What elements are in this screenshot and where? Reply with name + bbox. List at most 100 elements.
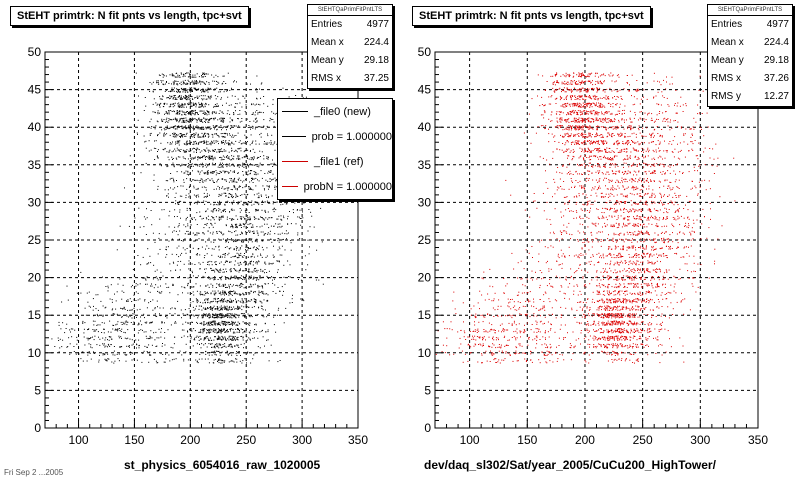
- scatter-point: [175, 192, 177, 194]
- scatter-point: [233, 200, 235, 202]
- scatter-point: [177, 300, 179, 302]
- scatter-point: [207, 149, 209, 151]
- scatter-point: [90, 306, 91, 308]
- scatter-point: [229, 231, 231, 233]
- scatter-point: [157, 279, 159, 281]
- scatter-point: [209, 322, 211, 324]
- scatter-point: [203, 257, 205, 259]
- scatter-point: [237, 257, 239, 259]
- scatter-point: [232, 321, 234, 323]
- scatter-point: [180, 309, 182, 311]
- scatter-point: [264, 173, 266, 174]
- scatter-point: [240, 164, 242, 166]
- scatter-point: [207, 141, 209, 143]
- scatter-point: [274, 278, 275, 280]
- scatter-point: [120, 307, 122, 309]
- scatter-point: [602, 142, 604, 144]
- scatter-point: [168, 106, 170, 108]
- scatter-point: [114, 354, 116, 356]
- scatter-point: [241, 120, 243, 122]
- scatter-point: [179, 119, 181, 121]
- scatter-point: [221, 335, 223, 337]
- scatter-point: [297, 200, 298, 202]
- scatter-point: [284, 283, 286, 285]
- scatter-point: [277, 249, 279, 251]
- scatter-point: [185, 117, 187, 119]
- scatter-point: [222, 324, 224, 326]
- scatter-point: [155, 125, 157, 127]
- scatter-point: [139, 298, 141, 300]
- scatter-point: [229, 313, 231, 315]
- scatter-point: [181, 354, 183, 356]
- scatter-point: [589, 74, 591, 76]
- scatter-point: [194, 337, 195, 339]
- scatter-point: [181, 195, 183, 197]
- scatter-point: [204, 132, 205, 134]
- scatter-point: [558, 125, 560, 127]
- scatter-point: [193, 133, 195, 135]
- scatter-point: [220, 362, 222, 364]
- scatter-point: [168, 120, 170, 122]
- scatter-point: [196, 147, 198, 149]
- scatter-point: [176, 164, 178, 166]
- scatter-point: [214, 324, 216, 325]
- scatter-point: [212, 300, 214, 302]
- scatter-point: [248, 241, 249, 243]
- scatter-point: [160, 353, 162, 355]
- scatter-point: [320, 207, 322, 209]
- scatter-point: [159, 75, 161, 76]
- scatter-point: [220, 308, 222, 310]
- scatter-point: [248, 268, 250, 270]
- scatter-point: [238, 322, 240, 324]
- scatter-point: [162, 354, 164, 355]
- scatter-point: [235, 140, 237, 142]
- scatter-point: [170, 270, 172, 272]
- scatter-point: [190, 314, 192, 316]
- scatter-point: [167, 193, 169, 195]
- scatter-point: [267, 105, 269, 107]
- scatter-point: [213, 217, 215, 219]
- scatter-point: [232, 336, 234, 338]
- scatter-point: [196, 149, 197, 151]
- scatter-point: [589, 135, 591, 137]
- scatter-point: [259, 291, 261, 293]
- scatter-point: [118, 328, 120, 329]
- scatter-point: [201, 110, 203, 112]
- scatter-point: [214, 80, 216, 82]
- scatter-point: [209, 302, 211, 304]
- scatter-point: [270, 118, 272, 120]
- scatter-point: [160, 285, 161, 287]
- scatter-point: [123, 291, 125, 293]
- scatter-point: [227, 254, 229, 256]
- scatter-point: [298, 279, 299, 280]
- scatter-point: [258, 275, 260, 277]
- scatter-point: [196, 300, 198, 302]
- scatter-point: [201, 150, 203, 152]
- scatter-point: [308, 209, 310, 210]
- scatter-point: [216, 134, 218, 136]
- scatter-point: [205, 103, 207, 105]
- scatter-point: [126, 315, 128, 317]
- scatter-point: [175, 76, 177, 78]
- scatter-point: [258, 126, 260, 128]
- scatter-point: [261, 305, 263, 307]
- scatter-point: [109, 320, 111, 322]
- scatter-point: [234, 336, 236, 337]
- scatter-point: [181, 125, 183, 127]
- scatter-point: [203, 330, 205, 332]
- scatter-point: [177, 96, 179, 98]
- scatter-point: [216, 283, 218, 285]
- scatter-point: [253, 292, 254, 294]
- scatter-point: [205, 113, 207, 115]
- scatter-point: [211, 216, 213, 217]
- scatter-point: [213, 203, 215, 205]
- scatter-point: [187, 283, 189, 285]
- scatter-point: [250, 362, 252, 364]
- scatter-point: [560, 97, 562, 99]
- scatter-point: [221, 313, 223, 315]
- scatter-point: [197, 135, 199, 136]
- scatter-point: [251, 260, 252, 262]
- scatter-point: [246, 245, 248, 247]
- scatter-point: [233, 164, 235, 166]
- scatter-point: [248, 331, 250, 333]
